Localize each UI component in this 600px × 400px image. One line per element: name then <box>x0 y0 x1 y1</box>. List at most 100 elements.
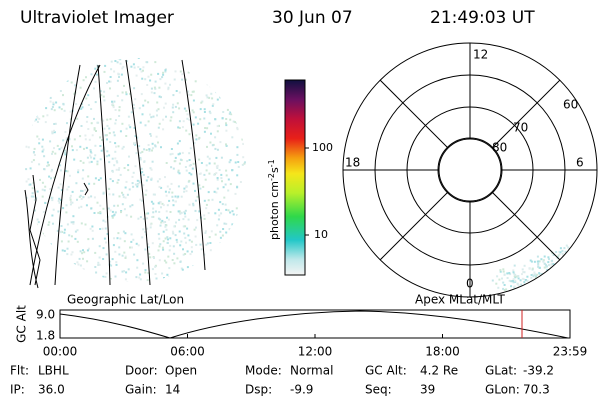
speckle <box>78 276 81 278</box>
speckle <box>240 77 243 80</box>
colorbar-tick-label: 100 <box>312 141 333 154</box>
speckle <box>589 260 592 263</box>
speckle <box>30 79 33 82</box>
speckle <box>93 182 96 185</box>
speckle <box>103 99 106 102</box>
speckle <box>119 130 122 133</box>
speckle <box>139 68 142 71</box>
speckle <box>49 188 52 190</box>
speckle <box>495 282 498 285</box>
speckle <box>552 277 555 280</box>
speckle <box>194 199 197 202</box>
speckle <box>199 118 202 121</box>
speckle <box>141 199 143 202</box>
speckle <box>110 60 113 63</box>
speckle <box>139 151 142 154</box>
speckle <box>134 135 137 138</box>
speckle <box>65 72 68 75</box>
speckle <box>247 267 249 269</box>
speckle <box>216 187 219 190</box>
speckle <box>206 145 208 148</box>
speckle <box>183 280 186 282</box>
speckle <box>158 86 161 89</box>
speckle <box>146 84 149 86</box>
speckle <box>44 274 47 277</box>
speckle <box>69 198 72 201</box>
speckle <box>584 250 587 253</box>
speckle <box>147 75 150 78</box>
speckle <box>587 242 590 245</box>
speckle <box>209 275 212 278</box>
speckle <box>568 259 571 262</box>
speckle <box>62 71 65 74</box>
speckle <box>163 277 165 279</box>
speckle <box>145 212 148 215</box>
speckle <box>144 193 147 196</box>
speckle <box>236 128 239 131</box>
speckle <box>96 160 99 163</box>
speckle <box>76 72 79 75</box>
speckle <box>63 109 66 112</box>
speckle <box>68 234 71 237</box>
speckle <box>567 246 570 249</box>
speckle <box>69 61 72 64</box>
speckle <box>244 161 246 164</box>
speckle <box>199 243 202 246</box>
speckle <box>249 64 251 66</box>
speckle <box>74 276 77 279</box>
speckle <box>240 103 243 106</box>
speckle <box>151 149 153 152</box>
speckle <box>216 167 219 169</box>
speckle <box>207 212 210 215</box>
mlt-label: 18 <box>345 156 360 170</box>
speckle <box>44 185 47 188</box>
speckle <box>222 228 225 230</box>
speckle <box>227 209 230 212</box>
speckle <box>193 228 196 231</box>
colorbar-tick-label: 10 <box>314 228 328 241</box>
speckle <box>581 248 584 250</box>
speckle <box>78 206 80 209</box>
speckle <box>119 58 122 61</box>
speckle <box>106 233 109 235</box>
speckle <box>174 200 177 203</box>
speckle <box>76 198 78 201</box>
speckle <box>237 224 240 227</box>
speckle <box>220 267 223 270</box>
speckle <box>162 221 165 224</box>
speckle <box>552 275 555 278</box>
speckle <box>118 106 121 109</box>
speckle <box>99 90 102 93</box>
speckle <box>235 79 238 82</box>
speckle <box>205 169 208 172</box>
speckle <box>572 256 575 259</box>
speckle <box>49 285 51 287</box>
speckle <box>503 273 506 276</box>
speckle <box>203 199 206 202</box>
speckle <box>145 149 148 151</box>
speckle <box>109 260 112 263</box>
speckle <box>156 180 159 183</box>
speckle <box>166 236 169 239</box>
speckle <box>105 253 108 256</box>
speckle <box>102 258 105 260</box>
speckle <box>246 192 247 194</box>
speckle <box>178 127 181 129</box>
info-value: 39 <box>420 383 435 397</box>
speckle <box>232 213 235 216</box>
speckle <box>210 92 213 95</box>
speckle <box>160 221 163 224</box>
speckle <box>528 284 531 287</box>
speckle <box>224 87 227 90</box>
speckle <box>132 171 135 174</box>
speckle <box>108 132 111 135</box>
speckle <box>248 59 250 61</box>
speckle <box>223 61 226 64</box>
speckle <box>223 238 226 241</box>
speckle <box>579 261 582 264</box>
speckle <box>245 80 247 83</box>
speckle <box>250 122 252 124</box>
speckle <box>177 169 180 172</box>
speckle <box>27 280 30 282</box>
speckle <box>143 148 146 151</box>
